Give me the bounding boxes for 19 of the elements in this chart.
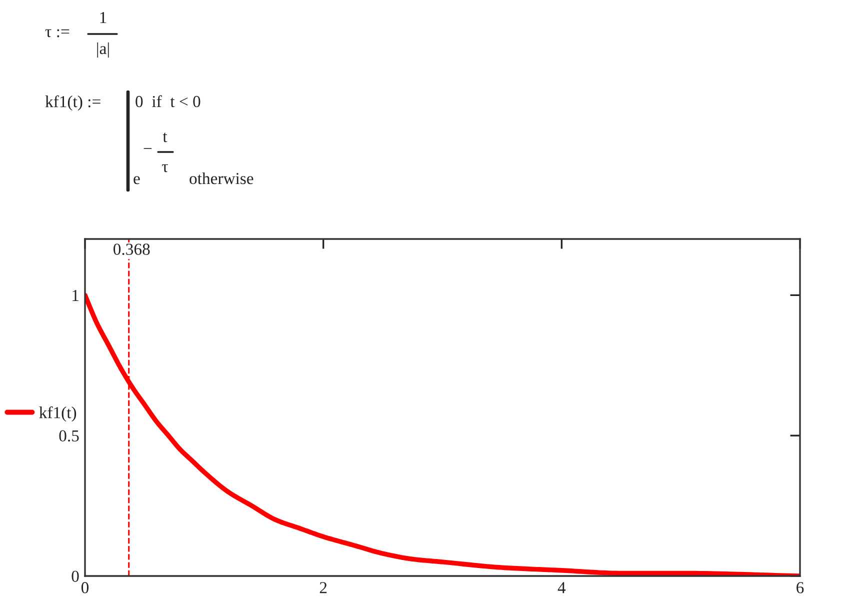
text: τ :=: [45, 29, 70, 38]
text: otherwise: [190, 172, 254, 184]
text: t: [162, 132, 168, 142]
x-tick-label: 0: [81, 582, 89, 594]
y-tick-label: 0: [72, 570, 79, 582]
x-tick-label: 2: [320, 582, 327, 594]
text: 1: [100, 12, 106, 24]
legend-label: kf1(t): [39, 406, 76, 422]
text: |a|: [97, 42, 109, 58]
text: 0 if t < 0: [136, 95, 200, 108]
x-tick-label: 4: [558, 582, 566, 594]
text: kf1(t) :=: [45, 95, 100, 111]
y-tick-label: 0.5: [59, 430, 79, 442]
text: τ: [162, 164, 168, 172]
ref-line-label: 0.368: [114, 244, 150, 255]
x-tick-label: 6: [796, 582, 804, 594]
y-tick-label: 1: [72, 290, 78, 301]
text: −: [144, 148, 152, 149]
text: e: [134, 176, 140, 184]
